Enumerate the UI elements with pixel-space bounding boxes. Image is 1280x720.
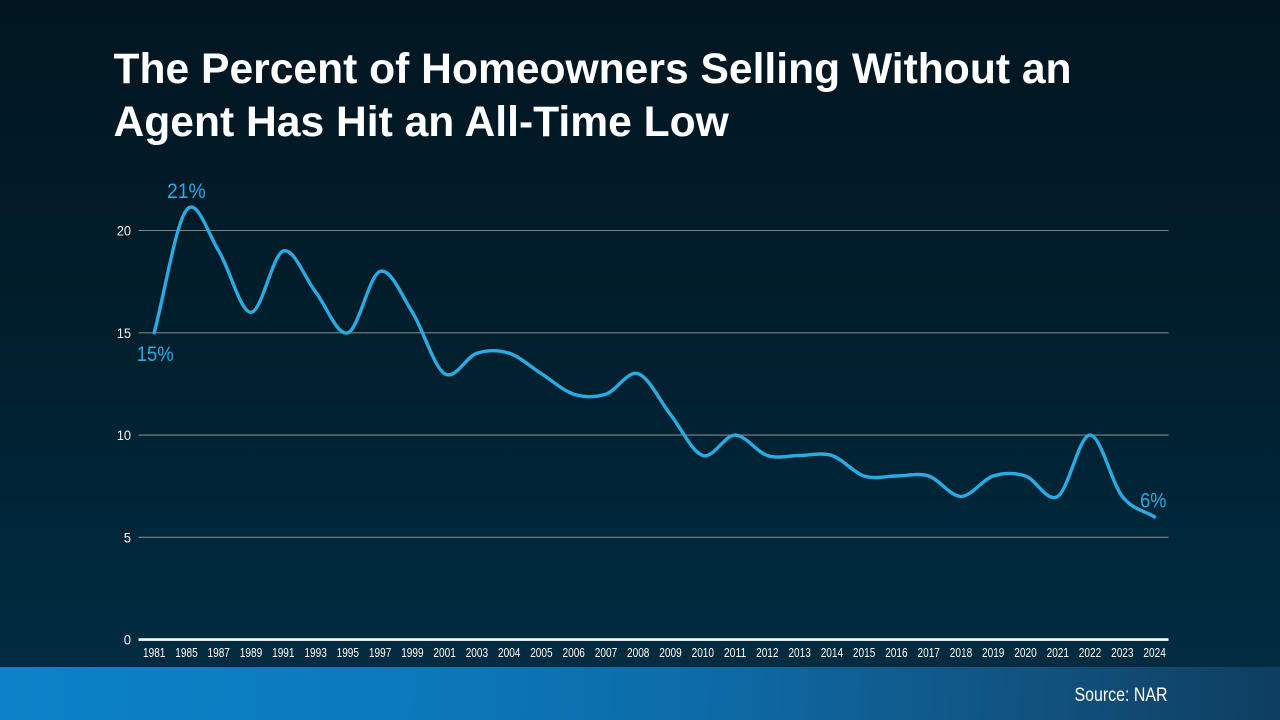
svg-text:20: 20 [117, 223, 131, 239]
svg-text:5: 5 [124, 529, 131, 545]
svg-text:2013: 2013 [788, 645, 810, 660]
svg-text:2005: 2005 [530, 645, 552, 660]
svg-text:15: 15 [117, 325, 131, 341]
svg-text:0: 0 [124, 632, 131, 648]
svg-text:2009: 2009 [659, 645, 681, 660]
svg-text:2004: 2004 [498, 645, 520, 660]
svg-text:1985: 1985 [175, 645, 197, 660]
svg-text:10: 10 [117, 427, 131, 443]
svg-text:2022: 2022 [1079, 645, 1101, 660]
svg-text:2003: 2003 [466, 645, 488, 660]
svg-text:1995: 1995 [337, 645, 359, 660]
svg-text:2001: 2001 [433, 645, 455, 660]
svg-text:2016: 2016 [885, 645, 907, 660]
svg-text:15%: 15% [137, 342, 174, 366]
svg-text:1997: 1997 [369, 645, 391, 660]
svg-text:2010: 2010 [692, 645, 714, 660]
svg-text:21%: 21% [167, 179, 206, 203]
svg-text:2021: 2021 [1047, 645, 1069, 660]
svg-text:1989: 1989 [240, 645, 262, 660]
svg-text:2017: 2017 [918, 645, 940, 660]
svg-text:6%: 6% [1140, 489, 1166, 513]
svg-text:2006: 2006 [563, 645, 585, 660]
svg-text:1993: 1993 [304, 645, 326, 660]
svg-text:Source: NAR: Source: NAR [1075, 684, 1168, 706]
svg-text:2024: 2024 [1143, 645, 1165, 660]
svg-text:2023: 2023 [1111, 645, 1133, 660]
svg-text:2011: 2011 [724, 645, 746, 660]
svg-text:1981: 1981 [143, 645, 165, 660]
svg-text:1991: 1991 [272, 645, 294, 660]
svg-text:1999: 1999 [401, 645, 423, 660]
svg-text:2015: 2015 [853, 645, 875, 660]
svg-text:2018: 2018 [950, 645, 972, 660]
svg-text:2012: 2012 [756, 645, 778, 660]
svg-text:2007: 2007 [595, 645, 617, 660]
svg-text:2014: 2014 [821, 645, 843, 660]
svg-text:2020: 2020 [1014, 645, 1036, 660]
svg-text:2019: 2019 [982, 645, 1004, 660]
svg-text:2008: 2008 [627, 645, 649, 660]
svg-text:1987: 1987 [208, 645, 230, 660]
